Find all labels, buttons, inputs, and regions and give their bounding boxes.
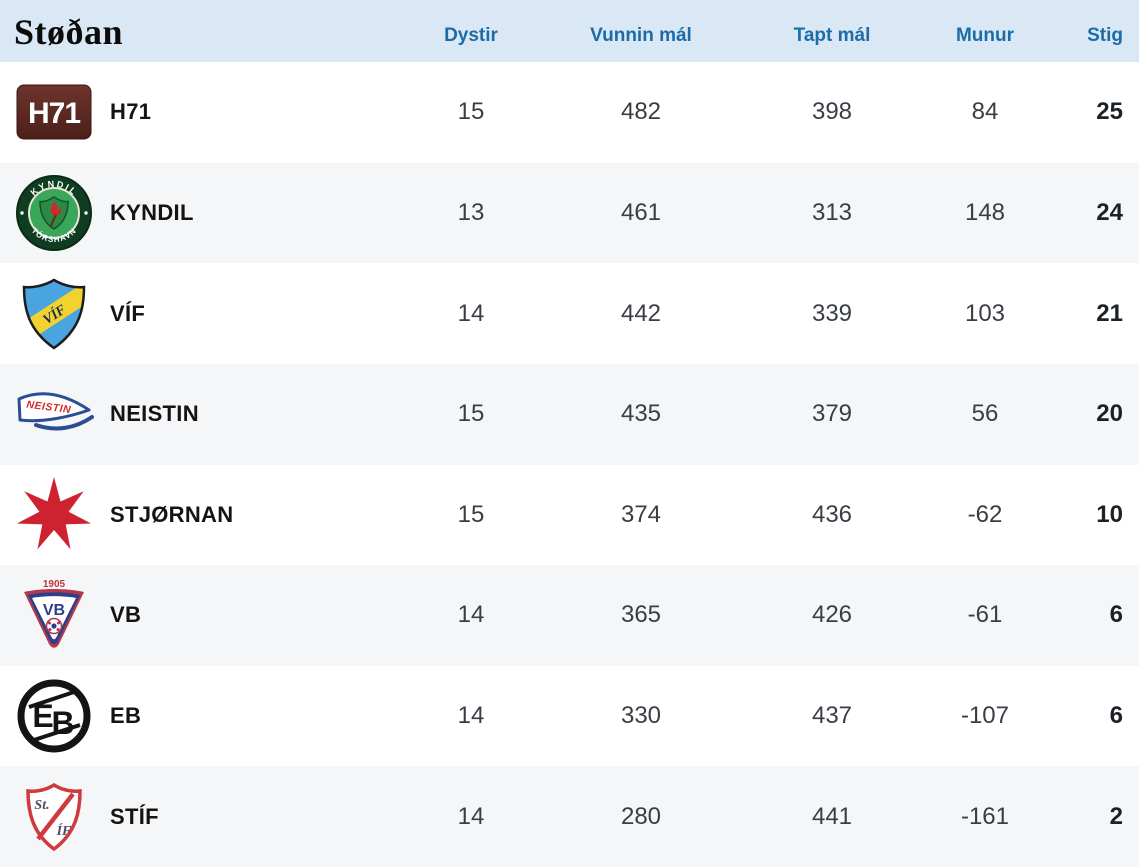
svg-text:H71: H71: [28, 97, 80, 130]
cell-vunnin-mal: 482: [620, 98, 662, 126]
cell-vunnin-mal: 280: [620, 802, 662, 830]
column-header-dystir: Dystir: [444, 25, 498, 46]
standings-table: H71 H71 15 482 398 84 25 KYNDIL TÓRSHAVN…: [0, 62, 1139, 867]
team-logo: [0, 475, 96, 555]
table-row-neistin[interactable]: NEISTIN NEISTIN 15 435 379 56 20: [0, 363, 1139, 465]
column-header-stig: Stig: [1087, 25, 1123, 46]
team-logo: E B: [0, 676, 96, 756]
team-name: STÍF: [110, 803, 159, 829]
table-row-eb[interactable]: E B EB 14 330 437 -107 6: [0, 665, 1139, 767]
table-row-stjornan[interactable]: STJØRNAN 15 374 436 -62 10: [0, 464, 1139, 566]
column-header-munur: Munur: [955, 25, 1015, 46]
cell-dystir: 13: [457, 198, 485, 226]
cell-tapt-mal: 426: [811, 601, 853, 629]
cell-tapt-mal: 313: [811, 198, 853, 226]
vb-logo-icon: 1905 VB: [24, 579, 84, 649]
cell-munur: -61: [967, 601, 1003, 629]
cell-stig: 6: [1109, 601, 1123, 629]
cell-stig: 10: [1096, 500, 1123, 528]
cell-tapt-mal: 441: [811, 802, 853, 830]
vif-logo-icon: VÍF: [22, 278, 86, 350]
cell-vunnin-mal: 374: [620, 500, 662, 528]
cell-dystir: 14: [457, 802, 485, 830]
cell-munur: -107: [960, 702, 1010, 730]
svg-text:B: B: [51, 705, 74, 741]
cell-munur: 56: [971, 400, 999, 428]
cell-vunnin-mal: 365: [620, 601, 662, 629]
team-name: KYNDIL: [110, 199, 194, 225]
cell-munur: -161: [960, 802, 1010, 830]
team-name: EB: [110, 703, 142, 729]
cell-vunnin-mal: 330: [620, 702, 662, 730]
cell-stig: 25: [1096, 98, 1123, 126]
cell-dystir: 14: [457, 702, 485, 730]
team-name: NEISTIN: [110, 401, 199, 427]
table-row-vb[interactable]: 1905 VB VB 14 365 426 -61 6: [0, 565, 1139, 666]
svg-text:NEISTIN: NEISTIN: [26, 399, 72, 416]
team-logo: St. ÍF: [0, 777, 96, 857]
team-logo: VÍF: [0, 274, 96, 354]
cell-vunnin-mal: 435: [620, 400, 662, 428]
cell-stig: 21: [1096, 299, 1123, 327]
cell-stig: 2: [1109, 802, 1123, 830]
table-header: Støðan Dystir Vunnin mál Tapt mál Munur …: [0, 0, 1139, 62]
svg-text:E: E: [32, 698, 53, 734]
table-row-stif[interactable]: St. ÍF STÍF 14 280 441 -161 2: [0, 766, 1139, 867]
team-logo: 1905 VB: [0, 575, 96, 655]
table-row-h71[interactable]: H71 H71 15 482 398 84 25: [0, 62, 1139, 163]
column-header-vunnin-mal: Vunnin mál: [590, 25, 692, 46]
team-name: VÍF: [110, 300, 146, 326]
cell-munur: -62: [967, 500, 1003, 528]
cell-stig: 24: [1096, 198, 1123, 226]
team-name: VB: [110, 602, 142, 628]
page-title: Støðan: [14, 12, 124, 52]
stif-logo-icon: St. ÍF: [26, 782, 82, 851]
table-row-kyndil[interactable]: KYNDIL TÓRSHAVN KYNDIL 13 461 313 148 24: [0, 162, 1139, 264]
team-logo: KYNDIL TÓRSHAVN: [0, 173, 96, 253]
svg-text:VB: VB: [43, 602, 65, 619]
cell-dystir: 14: [457, 601, 485, 629]
table-row-vif[interactable]: VÍF VÍF 14 442 339 103 21: [0, 263, 1139, 364]
kyndil-logo-icon: KYNDIL TÓRSHAVN: [16, 174, 92, 251]
cell-dystir: 15: [457, 400, 485, 428]
cell-tapt-mal: 437: [811, 702, 853, 730]
cell-tapt-mal: 398: [811, 98, 853, 126]
cell-vunnin-mal: 442: [620, 299, 662, 327]
cell-tapt-mal: 379: [811, 400, 853, 428]
team-logo: H71: [0, 72, 96, 152]
svg-text:1905: 1905: [43, 579, 66, 590]
cell-stig: 6: [1109, 702, 1123, 730]
cell-dystir: 15: [457, 98, 485, 126]
eb-logo-icon: E B: [17, 679, 91, 753]
cell-dystir: 15: [457, 500, 485, 528]
neistin-logo-icon: NEISTIN: [17, 392, 94, 431]
team-name: H71: [110, 99, 152, 125]
column-header-tapt-mal: Tapt mál: [793, 25, 871, 46]
team-logo: NEISTIN: [0, 374, 96, 454]
cell-vunnin-mal: 461: [620, 198, 662, 226]
team-name: STJØRNAN: [110, 501, 234, 527]
cell-tapt-mal: 436: [811, 500, 853, 528]
cell-dystir: 14: [457, 299, 485, 327]
h71-logo-icon: H71: [16, 84, 92, 140]
cell-tapt-mal: 339: [811, 299, 853, 327]
stjornan-logo-icon: [16, 476, 92, 550]
cell-munur: 84: [971, 98, 999, 126]
cell-munur: 148: [964, 198, 1006, 226]
svg-text:St.: St.: [34, 798, 49, 813]
svg-text:ÍF: ÍF: [56, 822, 72, 839]
cell-munur: 103: [964, 299, 1006, 327]
cell-stig: 20: [1096, 400, 1123, 428]
